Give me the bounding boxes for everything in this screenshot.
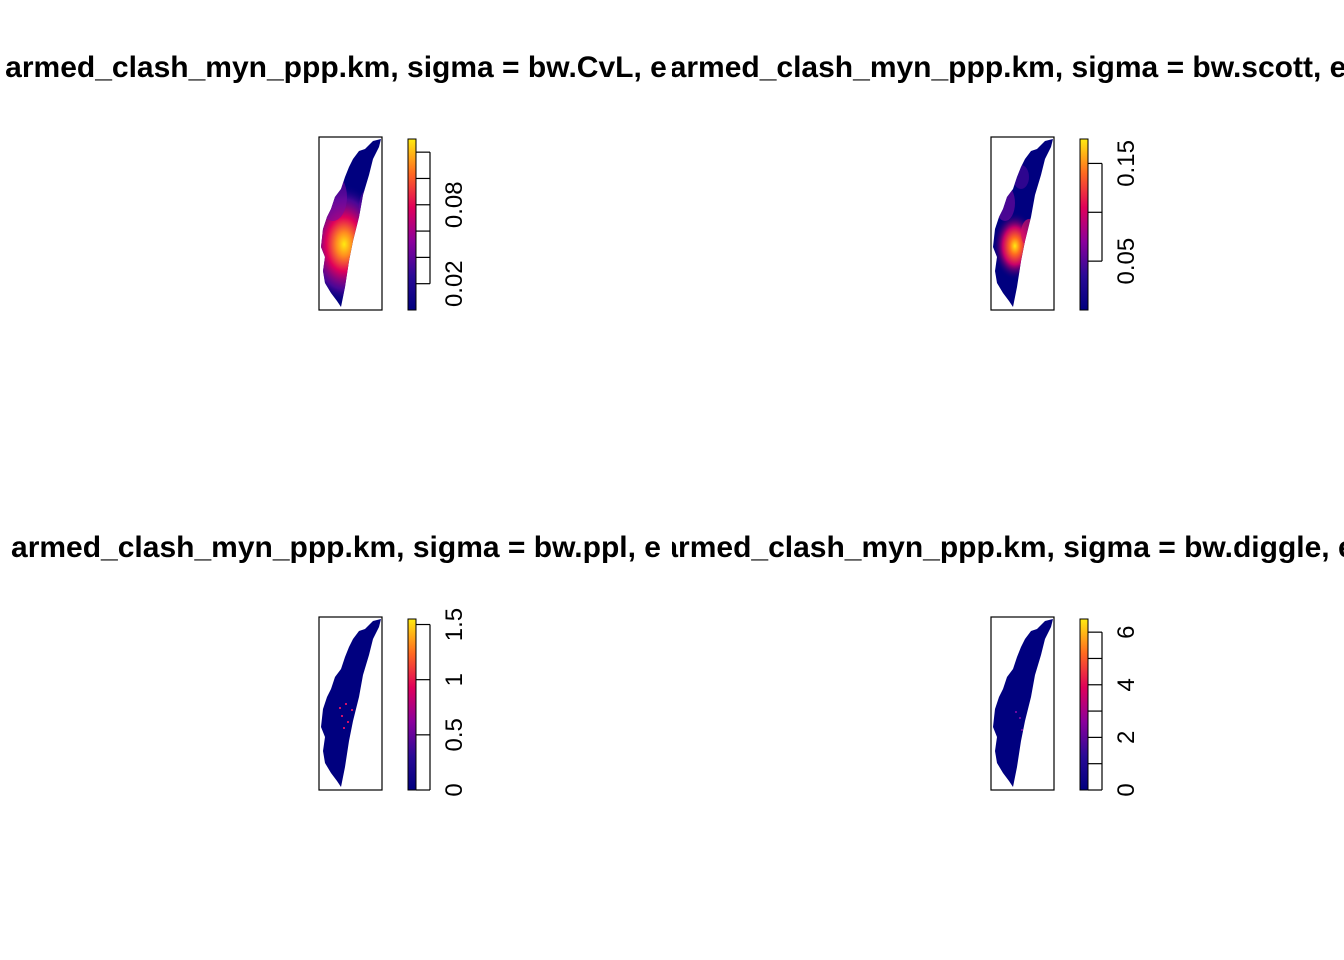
density-point xyxy=(1019,717,1021,719)
density-secondary xyxy=(321,173,347,221)
panel-bottom-right: armed_clash_myn_ppp.km, sigma = bw.diggl… xyxy=(661,531,1344,797)
colorbar-tick-label: 1 xyxy=(441,673,468,686)
panel-title: armed_clash_myn_ppp.km, sigma = bw.ppl, … xyxy=(11,531,661,564)
panel-top-right: armed_clash_myn_ppp.km, sigma = bw.scott… xyxy=(670,51,1344,311)
density-point xyxy=(1015,711,1017,713)
panel-title: armed_clash_myn_ppp.km, sigma = bw.diggl… xyxy=(661,531,1344,564)
density-point xyxy=(359,713,361,715)
panel-bottom-left: armed_clash_myn_ppp.km, sigma = bw.ppl, … xyxy=(11,531,661,797)
map-frame xyxy=(990,616,1055,791)
density-secondary xyxy=(1013,165,1029,189)
density-point xyxy=(351,709,353,711)
colorbar-tick-label: 0.02 xyxy=(441,260,468,307)
colorbar xyxy=(1079,618,1089,791)
colorbar-tick-label: 0 xyxy=(1113,783,1140,796)
colorbar-tick-label: 6 xyxy=(1113,625,1140,638)
density-hotspot xyxy=(993,211,1037,280)
density-point xyxy=(341,715,343,717)
density-point xyxy=(1021,729,1023,731)
density-point xyxy=(357,717,359,719)
map-base xyxy=(993,619,1053,787)
density-point xyxy=(339,707,341,709)
density-map xyxy=(318,616,383,791)
density-point xyxy=(353,731,355,733)
density-point xyxy=(345,703,347,705)
colorbar-tick-label: 4 xyxy=(1113,678,1140,691)
density-map xyxy=(990,616,1055,791)
map-frame xyxy=(990,136,1055,311)
panel-top-left: armed_clash_myn_ppp.km, sigma = bw.CvL, … xyxy=(5,51,667,311)
colorbar-tick-label: 0.5 xyxy=(441,718,468,751)
density-map xyxy=(318,136,383,311)
colorbar xyxy=(1079,138,1089,311)
density-map xyxy=(990,136,1055,311)
colorbar xyxy=(407,618,417,791)
colorbar xyxy=(407,138,417,311)
colorbar-tick-label: 2 xyxy=(1113,731,1140,744)
panel-title: armed_clash_myn_ppp.km, sigma = bw.CvL, … xyxy=(5,51,667,84)
map-frame xyxy=(318,616,383,791)
map-frame xyxy=(318,136,383,311)
density-point xyxy=(343,727,345,729)
colorbar-tick-label: 1.5 xyxy=(441,608,468,641)
density-secondary xyxy=(359,187,381,227)
map-base xyxy=(321,619,381,787)
colorbar-tick-label: 0.15 xyxy=(1113,140,1140,187)
density-secondary xyxy=(995,185,1015,221)
density-point xyxy=(347,721,349,723)
density-point xyxy=(1025,723,1027,725)
density-secondary xyxy=(1021,219,1037,247)
colorbar-tick-label: 0.05 xyxy=(1113,238,1140,285)
panel-title: armed_clash_myn_ppp.km, sigma = bw.scott… xyxy=(670,51,1344,84)
colorbar-tick-label: 0.08 xyxy=(441,181,468,228)
colorbar-tick-label: 0 xyxy=(441,783,468,796)
